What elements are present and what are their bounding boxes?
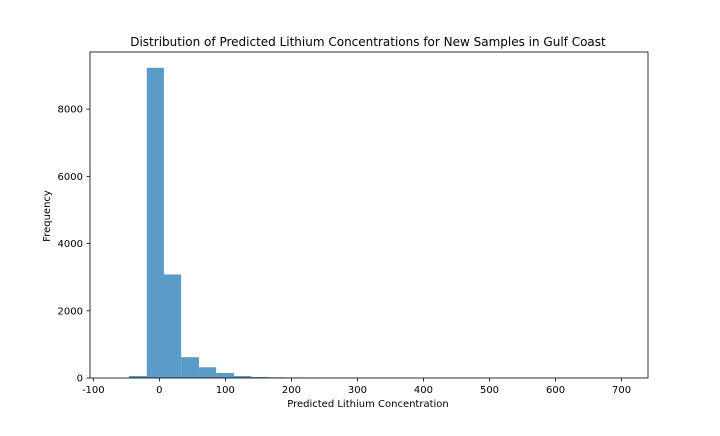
x-tick-label-2: 100 bbox=[216, 385, 235, 396]
x-axis-ticks: -100 0 100 200 300 400 500 600 700 bbox=[82, 378, 631, 396]
histogram-bar-5 bbox=[216, 373, 234, 378]
y-axis-label: Frequency bbox=[42, 190, 53, 242]
x-tick-label-7: 600 bbox=[546, 385, 565, 396]
histogram-bar-3 bbox=[181, 357, 199, 378]
y-tick-label-2: 4000 bbox=[58, 239, 83, 250]
y-tick-label-0: 0 bbox=[77, 374, 83, 385]
x-tick-label-4: 300 bbox=[348, 385, 367, 396]
x-tick-label-3: 200 bbox=[282, 385, 301, 396]
histogram-bar-4 bbox=[199, 367, 216, 378]
x-tick-label-8: 700 bbox=[612, 385, 631, 396]
y-tick-label-4: 8000 bbox=[58, 105, 83, 116]
x-tick-label-1: 0 bbox=[156, 385, 162, 396]
y-axis-ticks: 0 2000 4000 6000 8000 bbox=[58, 105, 90, 385]
y-tick-label-1: 2000 bbox=[58, 306, 83, 317]
histogram-bar-1 bbox=[147, 68, 164, 378]
y-tick-label-3: 6000 bbox=[58, 172, 83, 183]
histogram-bar-2 bbox=[164, 274, 181, 378]
chart-title: Distribution of Predicted Lithium Concen… bbox=[130, 35, 606, 49]
x-tick-label-0: -100 bbox=[82, 385, 105, 396]
x-tick-label-6: 500 bbox=[480, 385, 499, 396]
x-tick-label-5: 400 bbox=[414, 385, 433, 396]
histogram-bars bbox=[129, 68, 645, 378]
x-axis-label: Predicted Lithium Concentration bbox=[287, 399, 449, 410]
